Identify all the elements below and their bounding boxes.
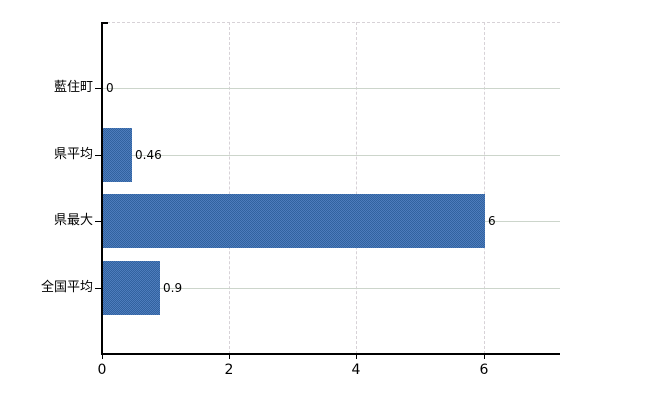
y-tick	[95, 288, 102, 289]
bar	[103, 261, 160, 315]
value-label: 0	[106, 81, 114, 95]
x-tick	[484, 354, 485, 359]
y-tick	[95, 155, 102, 156]
category-label: 藍住町	[53, 80, 93, 95]
bar	[103, 194, 485, 248]
gridline-vertical	[484, 22, 485, 354]
category-label: 全国平均	[40, 280, 93, 295]
gridline-horizontal	[102, 155, 560, 156]
x-tick-label: 0	[97, 362, 107, 378]
x-tick	[356, 354, 357, 359]
x-axis-line	[101, 353, 560, 355]
gridline-horizontal	[102, 288, 560, 289]
y-tick	[95, 221, 102, 222]
value-label: 6	[488, 214, 496, 228]
value-label: 0.9	[163, 281, 183, 295]
x-tick	[102, 354, 103, 359]
y-axis-top-tick	[102, 22, 108, 24]
y-tick	[95, 88, 102, 89]
category-label: 県平均	[53, 147, 93, 162]
gridline-vertical	[229, 22, 230, 354]
y-axis-line	[101, 22, 103, 354]
gridline-horizontal	[102, 88, 560, 89]
x-tick-label: 2	[224, 362, 234, 378]
x-tick-label: 6	[479, 362, 489, 378]
plot-top-border	[102, 22, 560, 23]
category-label: 県最大	[53, 213, 93, 228]
x-tick-label: 4	[351, 362, 361, 378]
x-tick	[229, 354, 230, 359]
bar	[103, 128, 132, 182]
value-label: 0.46	[135, 148, 162, 162]
gridline-vertical	[356, 22, 357, 354]
